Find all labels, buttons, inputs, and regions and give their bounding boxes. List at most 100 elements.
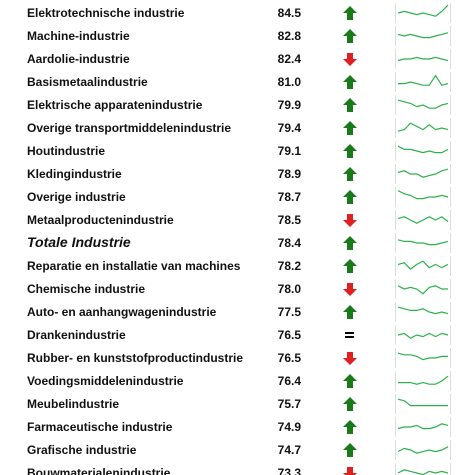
sparkline-line <box>397 190 449 200</box>
down-arrow <box>343 283 357 296</box>
row-value: 76.4 <box>277 374 301 388</box>
sparkline-line <box>398 375 449 385</box>
table-row: Overige transportmiddelenindustrie 79.4 <box>0 117 475 140</box>
sparkline <box>395 118 451 138</box>
down-arrow <box>343 352 357 365</box>
row-value: 74.7 <box>277 443 301 457</box>
down-arrow <box>343 214 357 227</box>
up-arrow <box>343 6 357 20</box>
row-name: Elektrische apparatenindustrie <box>27 98 203 112</box>
trend-icon <box>343 121 357 135</box>
table-row: Machine-industrie 82.8 <box>0 25 475 48</box>
row-name: Machine-industrie <box>27 29 130 43</box>
sparkline-line <box>397 168 449 178</box>
sparkline-line <box>397 216 449 224</box>
row-value: 78.7 <box>277 190 301 204</box>
sparkline <box>395 302 451 322</box>
up-arrow <box>343 190 357 204</box>
up-arrow <box>343 374 357 388</box>
down-arrow <box>343 467 357 475</box>
row-value: 77.5 <box>277 305 301 319</box>
trend-icon <box>343 283 357 296</box>
sparkline <box>395 164 451 184</box>
row-value: 82.4 <box>277 52 301 66</box>
table-row: Metaalproductenindustrie 78.5 <box>0 209 475 232</box>
row-name: Rubber- en kunststofproductindustrie <box>27 351 243 365</box>
up-arrow <box>343 305 357 319</box>
trend-icon <box>343 214 357 227</box>
row-value: 75.7 <box>277 397 301 411</box>
trend-icon <box>343 420 357 434</box>
sparkline-line <box>397 239 449 246</box>
row-name: Meubelindustrie <box>27 397 120 411</box>
equal-bar <box>345 332 354 334</box>
up-arrow <box>343 420 357 434</box>
trend-icon <box>343 75 357 89</box>
sparkline <box>395 95 451 115</box>
up-arrow <box>343 443 357 457</box>
row-value: 79.1 <box>277 144 301 158</box>
sparkline-line <box>397 285 448 295</box>
trend-icon <box>343 236 357 250</box>
trend-icon <box>343 6 357 20</box>
sparkline <box>395 394 451 414</box>
row-value: 81.0 <box>277 75 301 89</box>
sparkline-line <box>397 352 448 361</box>
sparkline <box>395 210 451 230</box>
row-value: 78.0 <box>277 282 301 296</box>
sparkline <box>395 279 451 299</box>
trend-icon <box>345 332 354 338</box>
table-row: Elektrotechnische industrie 84.5 <box>0 2 475 25</box>
up-arrow <box>343 98 357 112</box>
sparkline-line <box>397 4 449 17</box>
sparkline-line <box>397 398 448 407</box>
table-row: Overige industrie 78.7 <box>0 186 475 209</box>
sparkline-line <box>397 56 449 62</box>
sparkline <box>395 256 451 276</box>
row-value: 78.5 <box>277 213 301 227</box>
trend-icon <box>343 53 357 66</box>
table-row: Chemische industrie 78.0 <box>0 278 475 301</box>
table-row: Kledingindustrie 78.9 <box>0 163 475 186</box>
row-value: 84.5 <box>277 6 301 20</box>
up-arrow <box>343 397 357 411</box>
row-value: 73.3 <box>277 466 301 475</box>
table-row: Totale Industrie 78.4 <box>0 232 475 255</box>
sparkline <box>395 371 451 391</box>
row-value: 76.5 <box>277 351 301 365</box>
sparkline-line <box>397 122 449 132</box>
trend-icon <box>343 397 357 411</box>
trend-icon <box>343 167 357 181</box>
row-name: Voedingsmiddelenindustrie <box>27 374 184 388</box>
table-row: Bouwmaterialenindustrie 73.3 <box>0 462 475 475</box>
sparkline <box>395 187 451 207</box>
sparkline <box>395 26 451 46</box>
row-value: 82.8 <box>277 29 301 43</box>
row-value: 78.2 <box>277 259 301 273</box>
table-row: Reparatie en installatie van machines 78.… <box>0 255 475 278</box>
trend-icon <box>343 467 357 475</box>
sparkline <box>395 72 451 92</box>
sparkline <box>395 49 451 69</box>
row-value: 74.9 <box>277 420 301 434</box>
row-name: Elektrotechnische industrie <box>27 6 185 20</box>
trend-icon <box>343 374 357 388</box>
row-name: Overige industrie <box>27 190 126 204</box>
trend-icon <box>343 305 357 319</box>
sparkline-line <box>397 145 449 154</box>
table-row: Farmaceutische industrie 74.9 <box>0 416 475 439</box>
sparkline <box>395 348 451 368</box>
row-name: Auto- en aanhangwagenindustrie <box>27 305 217 319</box>
row-name: Chemische industrie <box>27 282 146 296</box>
table-row: Meubelindustrie 75.7 <box>0 393 475 416</box>
trend-icon <box>343 144 357 158</box>
table-row: Voedingsmiddelenindustrie 76.4 <box>0 370 475 393</box>
equal-bar <box>345 336 354 338</box>
sparkline-line <box>398 74 449 86</box>
up-arrow <box>343 75 357 89</box>
trend-icon <box>343 352 357 365</box>
table-row: Basismetaalindustrie 81.0 <box>0 71 475 94</box>
table-row: Auto- en aanhangwagenindustrie 77.5 <box>0 301 475 324</box>
row-name: Metaalproductenindustrie <box>27 213 174 227</box>
row-name: Bouwmaterialenindustrie <box>27 466 171 475</box>
